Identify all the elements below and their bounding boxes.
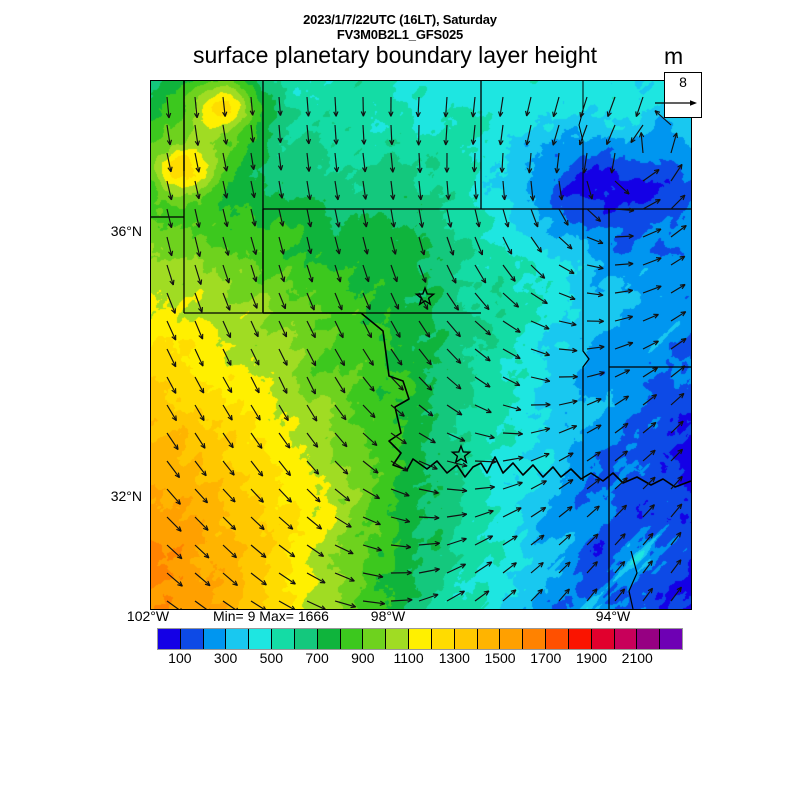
lat-label-32n: 32°N (110, 488, 142, 504)
colorbar-cell (386, 629, 410, 649)
colorbar-cell (477, 629, 501, 649)
colorbar-cell (180, 629, 204, 649)
colorbar-cell (454, 629, 478, 649)
lon-label-98w: 98°W (370, 608, 406, 624)
colorbar-cell (523, 629, 547, 649)
colorbar-cell (431, 629, 455, 649)
wind-reference-box: 8 (655, 72, 702, 118)
colorbar-cell (294, 629, 318, 649)
lat-label-36n: 36°N (110, 223, 142, 239)
colorbar-tick: 900 (351, 650, 375, 666)
station-star-marker (414, 285, 436, 306)
colorbar-cell (340, 629, 364, 649)
colorbar-tick: 1300 (438, 650, 470, 666)
colorbar-tick: 1900 (575, 650, 608, 666)
unit-label: m (664, 43, 684, 69)
colorbar-tick-labels: 100 300 500 700 900 1100 1300 1500 1700 1900 2100 (157, 650, 683, 670)
title-model-id: FV3M0B2L1_GFS025 (336, 27, 464, 42)
lon-label-94w: 94°W (595, 608, 631, 624)
colorbar[interactable] (157, 628, 683, 650)
lon-label-102w: 102°W (126, 608, 170, 624)
colorbar-cell (158, 629, 181, 649)
colorbar-tick: 700 (305, 650, 329, 666)
colorbar-tick: 1500 (484, 650, 516, 666)
colorbar-tick: 100 (168, 650, 192, 666)
colorbar-cell (568, 629, 592, 649)
colorbar-tick: 1100 (393, 650, 424, 666)
title-datetime: 2023/1/7/22UTC (16LT), Saturday (303, 12, 497, 27)
colorbar-cell (500, 629, 524, 649)
colorbar-cell (317, 629, 341, 649)
station-star-marker (450, 443, 472, 464)
colorbar-tick: 300 (213, 650, 238, 666)
map-plot-area[interactable] (150, 80, 692, 610)
page-title: surface planetary boundary layer height (192, 42, 598, 68)
colorbar-cell (226, 629, 250, 649)
colorbar-cell (363, 629, 387, 649)
colorbar-cell (591, 629, 615, 649)
wind-reference-value: 8 (679, 74, 687, 90)
title-block: 2023/1/7/22UTC (16LT), Saturday FV3M0B2L… (0, 12, 800, 42)
colorbar-cell (272, 629, 295, 649)
right-arrow-icon (655, 100, 697, 106)
colorbar-tick: 1700 (530, 650, 562, 666)
colorbar-cell (660, 629, 683, 649)
state-boundaries-overlay (151, 81, 691, 609)
colorbar-tick: 500 (259, 650, 284, 666)
colorbar-cell (203, 629, 227, 649)
colorbar-cell (614, 629, 638, 649)
colorbar-cell (409, 629, 432, 649)
colorbar-cell (249, 629, 273, 649)
colorbar-cell (637, 629, 661, 649)
wind-vector-overlay (165, 96, 687, 609)
min-max-statistics: Min= 9 Max= 1666 (213, 608, 329, 624)
colorbar-cell (546, 629, 569, 649)
colorbar-tick: 2100 (621, 650, 653, 666)
